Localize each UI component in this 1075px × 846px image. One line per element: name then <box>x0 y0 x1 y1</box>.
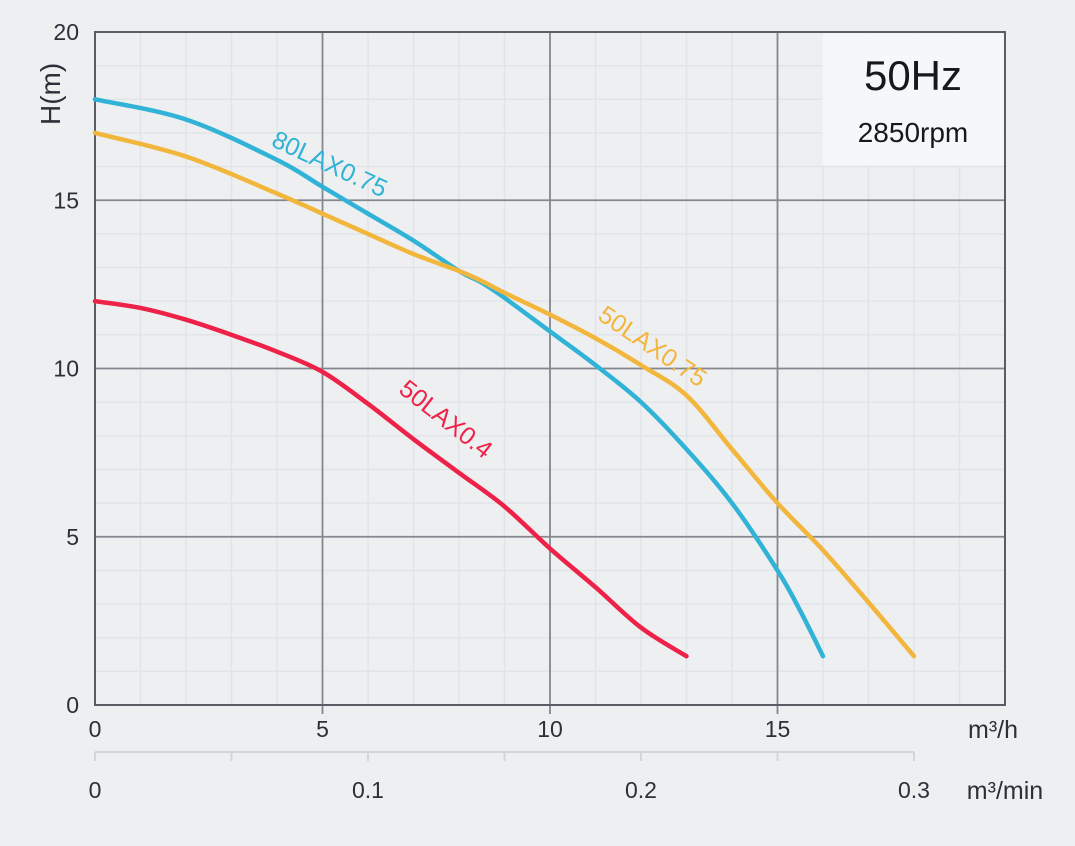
frequency-label: 50Hz <box>864 52 962 99</box>
secondary-x-tick-label: 0 <box>89 777 102 803</box>
x-axis-primary-unit: m³/h <box>968 716 1018 744</box>
y-tick-label: 0 <box>66 692 79 718</box>
secondary-x-tick-label: 0.1 <box>352 777 384 803</box>
series-label-50LAX0.4: 50LAX0.4 <box>394 375 498 465</box>
plot-border <box>94 31 1006 706</box>
y-axis-title: H(m) <box>35 63 66 125</box>
curve-50LAX0.75 <box>92 130 917 659</box>
x-tick-label: 10 <box>537 716 563 742</box>
y-tick-label: 20 <box>53 19 79 45</box>
x-tick-label: 5 <box>316 716 329 742</box>
curve-80LAX0.75 <box>92 97 826 659</box>
y-tick-label: 10 <box>53 356 79 382</box>
rpm-label: 2850rpm <box>858 117 969 148</box>
y-tick-label: 15 <box>53 187 79 213</box>
curve-50LAX0.4 <box>92 298 689 659</box>
x-tick-label: 0 <box>89 716 102 742</box>
curve-layer <box>92 97 917 659</box>
info-box <box>822 33 1004 166</box>
tick-layer: 0 5 10 15 0 5 10 15 20 0 0.1 0.2 0.3 <box>53 19 930 803</box>
y-tick-label: 5 <box>66 524 79 550</box>
x-axis-secondary-unit: m³/min <box>967 777 1043 805</box>
secondary-x-tick-label: 0.3 <box>898 777 930 803</box>
x-tick-label: 15 <box>765 716 791 742</box>
secondary-x-tick-label: 0.2 <box>625 777 657 803</box>
